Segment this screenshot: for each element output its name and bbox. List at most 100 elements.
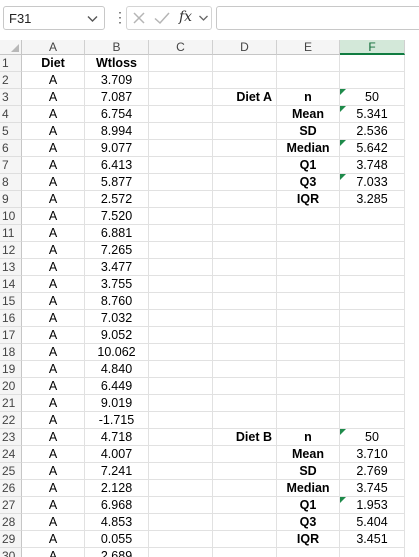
row-header-15[interactable]: 15 [0, 293, 22, 310]
cell-b11[interactable]: 6.881 [85, 225, 149, 242]
cell-f16[interactable] [340, 310, 405, 327]
cell-a3[interactable]: A [22, 89, 85, 106]
cell-c2[interactable] [149, 72, 213, 89]
column-header-a[interactable]: A [22, 40, 85, 55]
cell-c27[interactable] [149, 497, 213, 514]
cell-c7[interactable] [149, 157, 213, 174]
column-header-b[interactable]: B [85, 40, 149, 55]
cell-f3[interactable]: 50 [340, 89, 405, 106]
cell-d5[interactable] [213, 123, 277, 140]
cell-b6[interactable]: 9.077 [85, 140, 149, 157]
formula-input[interactable] [216, 6, 419, 30]
cell-d16[interactable] [213, 310, 277, 327]
cell-d13[interactable] [213, 259, 277, 276]
cell-b4[interactable]: 6.754 [85, 106, 149, 123]
cell-c22[interactable] [149, 412, 213, 429]
cell-e22[interactable] [277, 412, 340, 429]
cell-e17[interactable] [277, 327, 340, 344]
cell-b3[interactable]: 7.087 [85, 89, 149, 106]
cell-d1[interactable] [213, 55, 277, 72]
cell-d21[interactable] [213, 395, 277, 412]
cell-f17[interactable] [340, 327, 405, 344]
cell-d30[interactable] [213, 548, 277, 557]
cell-c10[interactable] [149, 208, 213, 225]
cell-f21[interactable] [340, 395, 405, 412]
cell-a19[interactable]: A [22, 361, 85, 378]
row-header-20[interactable]: 20 [0, 378, 22, 395]
cell-a27[interactable]: A [22, 497, 85, 514]
column-header-d[interactable]: D [213, 40, 277, 55]
row-header-18[interactable]: 18 [0, 344, 22, 361]
cell-e24[interactable]: Mean [277, 446, 340, 463]
cell-a29[interactable]: A [22, 531, 85, 548]
cell-c23[interactable] [149, 429, 213, 446]
cell-a24[interactable]: A [22, 446, 85, 463]
cell-b15[interactable]: 8.760 [85, 293, 149, 310]
column-header-f[interactable]: F [340, 40, 405, 55]
cell-a21[interactable]: A [22, 395, 85, 412]
cell-c15[interactable] [149, 293, 213, 310]
cell-c18[interactable] [149, 344, 213, 361]
cell-c24[interactable] [149, 446, 213, 463]
cell-c3[interactable] [149, 89, 213, 106]
cell-a15[interactable]: A [22, 293, 85, 310]
row-header-9[interactable]: 9 [0, 191, 22, 208]
cell-a25[interactable]: A [22, 463, 85, 480]
cell-f22[interactable] [340, 412, 405, 429]
row-header-16[interactable]: 16 [0, 310, 22, 327]
cell-f8[interactable]: 7.033 [340, 174, 405, 191]
cell-f14[interactable] [340, 276, 405, 293]
cell-b1[interactable]: Wtloss [85, 55, 149, 72]
cell-c12[interactable] [149, 242, 213, 259]
cell-d3[interactable]: Diet A [213, 89, 277, 106]
cell-e29[interactable]: IQR [277, 531, 340, 548]
cell-b17[interactable]: 9.052 [85, 327, 149, 344]
cell-f9[interactable]: 3.285 [340, 191, 405, 208]
cell-e9[interactable]: IQR [277, 191, 340, 208]
cell-e13[interactable] [277, 259, 340, 276]
cell-e6[interactable]: Median [277, 140, 340, 157]
cell-a5[interactable]: A [22, 123, 85, 140]
cell-e5[interactable]: SD [277, 123, 340, 140]
cell-e21[interactable] [277, 395, 340, 412]
cell-f10[interactable] [340, 208, 405, 225]
cell-a18[interactable]: A [22, 344, 85, 361]
cell-e16[interactable] [277, 310, 340, 327]
row-header-17[interactable]: 17 [0, 327, 22, 344]
cell-d17[interactable] [213, 327, 277, 344]
cell-a16[interactable]: A [22, 310, 85, 327]
cell-d28[interactable] [213, 514, 277, 531]
cell-f29[interactable]: 3.451 [340, 531, 405, 548]
cell-f4[interactable]: 5.341 [340, 106, 405, 123]
cell-f2[interactable] [340, 72, 405, 89]
cell-b14[interactable]: 3.755 [85, 276, 149, 293]
cell-b13[interactable]: 3.477 [85, 259, 149, 276]
cell-d14[interactable] [213, 276, 277, 293]
cell-f19[interactable] [340, 361, 405, 378]
cell-a8[interactable]: A [22, 174, 85, 191]
cell-a13[interactable]: A [22, 259, 85, 276]
cell-b10[interactable]: 7.520 [85, 208, 149, 225]
cell-e27[interactable]: Q1 [277, 497, 340, 514]
cell-d19[interactable] [213, 361, 277, 378]
cell-f15[interactable] [340, 293, 405, 310]
row-header-27[interactable]: 27 [0, 497, 22, 514]
cell-e20[interactable] [277, 378, 340, 395]
error-indicator-icon[interactable] [340, 174, 346, 180]
cell-f27[interactable]: 1.953 [340, 497, 405, 514]
row-header-25[interactable]: 25 [0, 463, 22, 480]
column-header-e[interactable]: E [277, 40, 340, 55]
cancel-icon[interactable] [131, 10, 147, 26]
row-header-5[interactable]: 5 [0, 123, 22, 140]
cell-a4[interactable]: A [22, 106, 85, 123]
cell-b26[interactable]: 2.128 [85, 480, 149, 497]
error-indicator-icon[interactable] [340, 140, 346, 146]
cell-f24[interactable]: 3.710 [340, 446, 405, 463]
cell-b7[interactable]: 6.413 [85, 157, 149, 174]
cell-b23[interactable]: 4.718 [85, 429, 149, 446]
cell-f20[interactable] [340, 378, 405, 395]
error-indicator-icon[interactable] [340, 497, 346, 503]
row-header-1[interactable]: 1 [0, 55, 22, 72]
row-header-7[interactable]: 7 [0, 157, 22, 174]
more-options-icon[interactable]: ⋮ [113, 9, 127, 25]
